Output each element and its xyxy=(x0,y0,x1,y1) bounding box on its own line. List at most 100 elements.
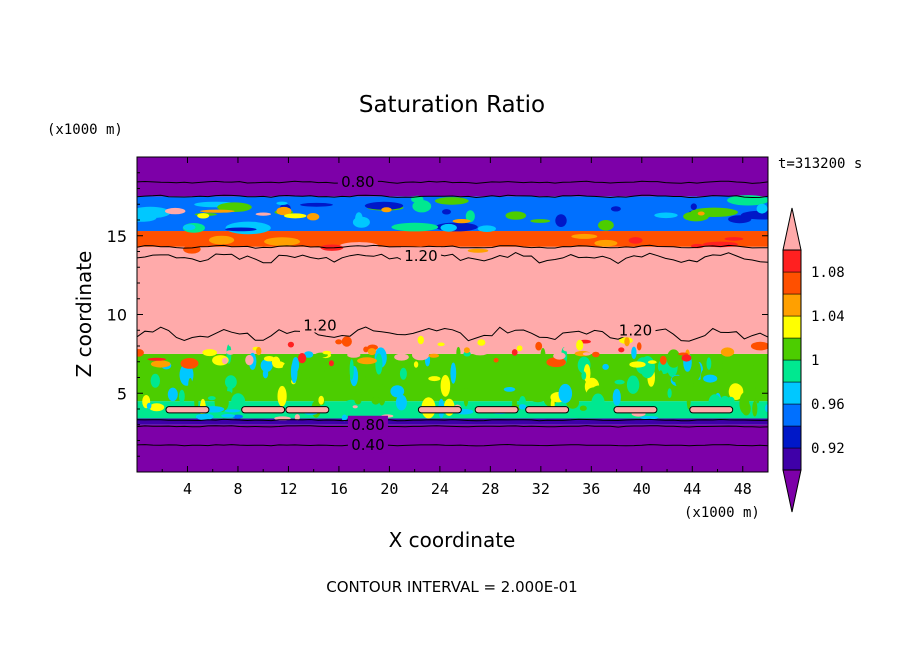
x-axis-title: X coordinate xyxy=(389,528,516,552)
lower-layer-blob xyxy=(463,386,469,407)
cloud-top-blob xyxy=(750,341,768,351)
lower-layer-blob xyxy=(612,388,621,406)
lower-layer-blob xyxy=(667,388,672,399)
upper-band-blob xyxy=(610,206,621,212)
lower-layer-blob xyxy=(765,404,768,412)
upper-band-blob xyxy=(217,202,252,212)
upper-edge-blob xyxy=(264,237,301,246)
upper-edge-blob xyxy=(467,248,489,253)
lower-layer-blob xyxy=(468,371,484,385)
cloud-base-contour-2 xyxy=(285,406,330,414)
cloud-top-blob xyxy=(518,342,534,350)
upper-edge-blob xyxy=(724,237,744,241)
lower-layer-blob xyxy=(390,385,405,398)
cloud-top-blob xyxy=(511,349,518,356)
contour-line-upper-band xyxy=(137,194,768,199)
x-tick-label: 28 xyxy=(481,480,499,498)
lower-layer-blob xyxy=(150,373,160,388)
upper-band-blob xyxy=(477,225,496,232)
y-axis-title: Z coordinate xyxy=(72,251,96,378)
lower-layer-blob xyxy=(579,405,587,411)
lower-layer-blob xyxy=(277,385,287,407)
x-axis: 4 8 12 16 20 24 28 32 36 40 44 48 xyxy=(161,157,752,498)
lower-layer-blob xyxy=(739,392,750,414)
contour-label-bg xyxy=(400,247,441,264)
cloud-top-blob xyxy=(582,352,592,356)
cloud-top-blob xyxy=(322,350,332,355)
upper-band-core xyxy=(197,213,210,219)
lower-layer-blob xyxy=(225,375,237,389)
contour-line-0-40 xyxy=(137,443,768,447)
upper-band-blob xyxy=(465,210,475,223)
lower-layer-blob xyxy=(631,346,637,359)
colorbar-band xyxy=(782,271,802,295)
cloud-top-blob xyxy=(676,343,683,347)
upper-band-core xyxy=(276,206,292,216)
upper-band-blob xyxy=(276,201,288,205)
contour-line-1-20-mid xyxy=(137,252,768,264)
cloud-top-blob xyxy=(367,348,376,356)
upper-edge-blob xyxy=(209,235,235,245)
cloud-top-blob xyxy=(412,349,430,361)
lower-layer-blob xyxy=(658,370,664,391)
lower-layer-blob xyxy=(750,369,758,378)
contour-label-bg xyxy=(337,173,378,190)
lower-layer-blob xyxy=(706,357,712,370)
x-tick-label: 4 xyxy=(183,480,192,498)
colorbar-label: 0.96 xyxy=(811,397,845,413)
cloud-top-blob xyxy=(576,339,584,351)
x-tick-label: 24 xyxy=(431,480,449,498)
colorbar-label: 0.92 xyxy=(811,441,845,457)
lower-layer-blob xyxy=(149,403,165,412)
contour-label-5: 0.40 xyxy=(351,436,384,454)
field-layer-7 xyxy=(137,157,768,197)
cloud-top-blob xyxy=(180,358,199,369)
cloud-top-blob xyxy=(681,354,692,362)
x-tick-label: 16 xyxy=(330,480,348,498)
contour-line-1-20-upper xyxy=(137,244,768,249)
contour-line-0-80-lower xyxy=(137,418,768,422)
lower-layer-blob xyxy=(207,396,216,401)
lower-layer-blob xyxy=(558,383,573,404)
upper-band-core xyxy=(452,219,471,224)
lower-layer-blob xyxy=(371,396,380,405)
lower-layer-blob xyxy=(752,400,758,417)
cloud-top-blob xyxy=(150,360,171,368)
lower-layer-blob xyxy=(167,387,178,402)
lower-layer-blob xyxy=(686,389,691,410)
lower-layer-blob xyxy=(399,367,407,380)
lower-layer-blob xyxy=(195,381,209,386)
cloud-top-blob xyxy=(137,349,144,357)
x-tick-label: 32 xyxy=(532,480,550,498)
lower-layer-blob xyxy=(179,389,185,403)
lower-layer-blob xyxy=(354,391,362,405)
colorbar-min-arrow xyxy=(782,469,802,513)
upper-band-core xyxy=(200,209,235,213)
contour-label-bg xyxy=(615,321,656,338)
lower-layer-blob xyxy=(722,358,731,373)
contour-label-2: 1.20 xyxy=(303,317,336,335)
contour-line-0-80-upper xyxy=(137,180,768,184)
cloud-top-blob xyxy=(437,342,445,347)
lower-layer-blob xyxy=(703,374,718,383)
base-blob xyxy=(221,414,236,418)
colorbar-band xyxy=(782,315,802,339)
x-tick-label: 40 xyxy=(633,480,651,498)
lower-layer-blob xyxy=(231,393,246,410)
upper-band-blob xyxy=(225,227,257,232)
base-blob xyxy=(146,402,152,409)
colorbar-band xyxy=(782,447,802,471)
upper-band-blob xyxy=(756,203,768,214)
lower-layer-blob xyxy=(290,360,298,384)
cloud-top-blob xyxy=(553,352,566,360)
contour-line-lower xyxy=(137,425,768,428)
x-tick-label: 12 xyxy=(279,480,297,498)
cloud-top-blob xyxy=(647,360,657,364)
colorbar-band xyxy=(782,249,802,273)
lower-layer-blob xyxy=(614,379,625,385)
cloud-top-blob xyxy=(493,357,499,363)
upper-band-blob xyxy=(364,201,404,210)
cloud-top-blob xyxy=(228,339,234,347)
lower-layer-blob xyxy=(296,372,302,376)
